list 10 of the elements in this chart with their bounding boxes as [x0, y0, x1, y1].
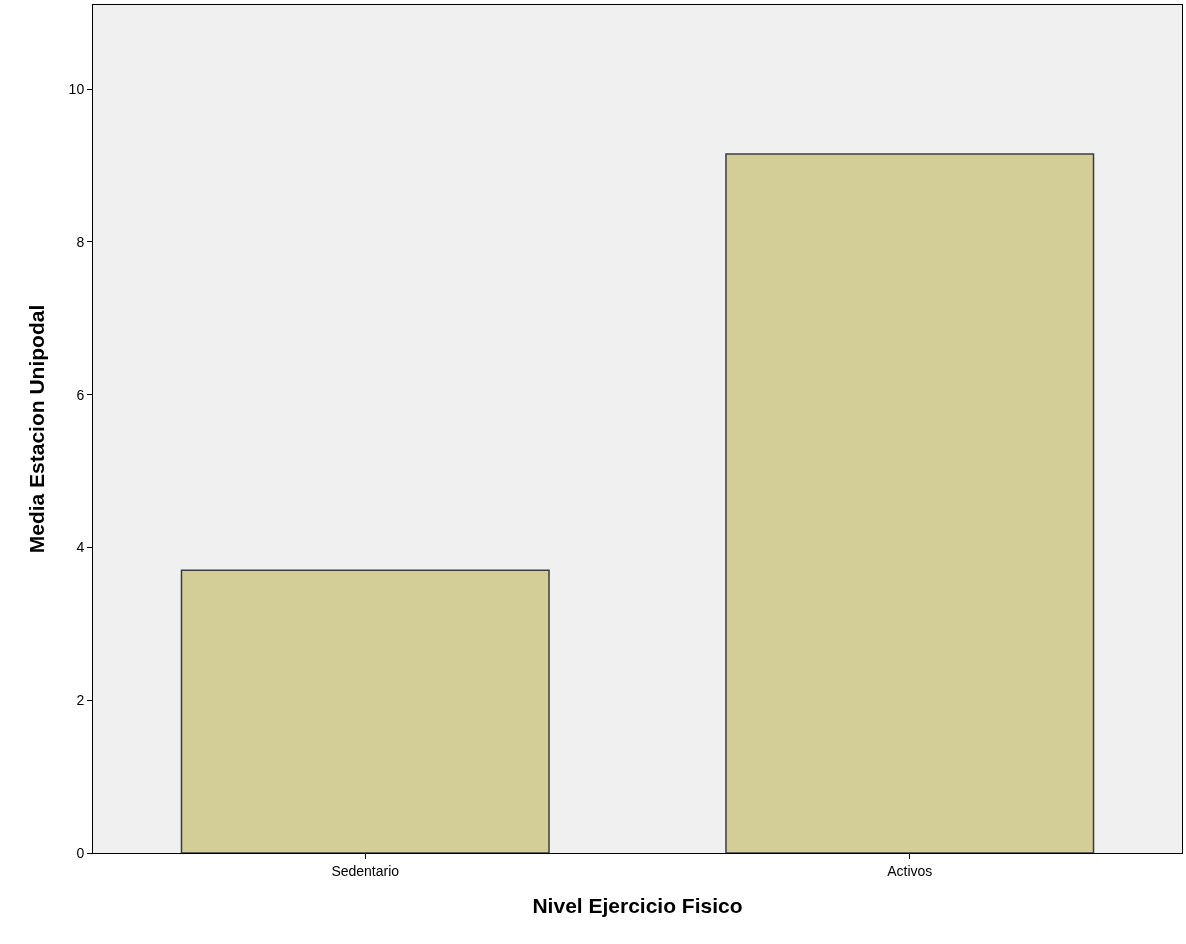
y-tick-label: 2 [76, 692, 85, 709]
y-tick-label: 6 [76, 386, 85, 403]
y-tick-label: 0 [76, 844, 85, 861]
x-axis-title: Nivel Ejercicio Fisico [532, 894, 743, 917]
x-tick-label: Sedentario [331, 862, 400, 879]
y-axis-title: Media Estacion Unipodal [24, 304, 48, 554]
y-tick-label: 8 [76, 233, 85, 250]
x-tick-label: Activos [887, 862, 933, 879]
y-tick-label: 10 [68, 80, 85, 97]
y-tick-label: 4 [76, 539, 85, 556]
